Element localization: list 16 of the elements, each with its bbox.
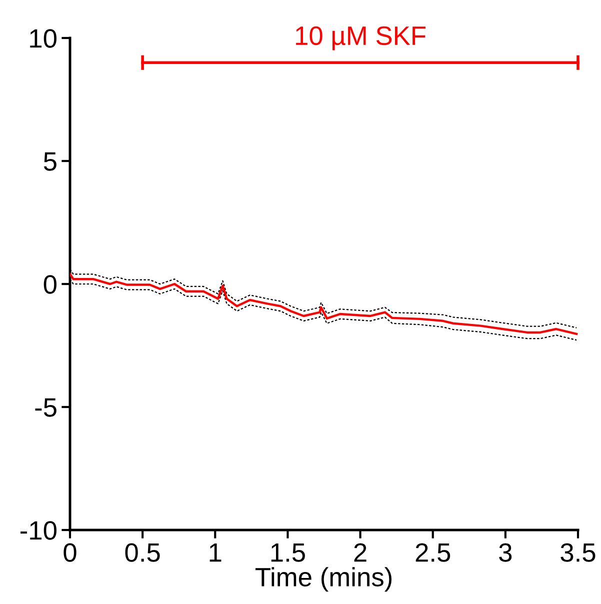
x-tick-label: 2.5	[416, 543, 450, 562]
y-tick-label: -5	[35, 398, 56, 417]
y-tick-label: 0	[44, 275, 56, 294]
y-tick-label: 5	[44, 152, 56, 171]
x-axis-title: Time (mins)	[255, 567, 392, 592]
y-tick-label: -10	[20, 521, 56, 540]
x-tick-label: 0.5	[125, 543, 160, 562]
x-tick-label: 2	[354, 543, 366, 562]
x-tick-label: 1	[210, 543, 222, 562]
x-tick-label: 3	[499, 543, 512, 562]
x-tick-label: 3.5	[560, 543, 596, 562]
series-label: 10 µM SKF	[296, 26, 426, 50]
x-tick-label: 0	[64, 543, 76, 562]
line-series	[70, 273, 578, 336]
y-tick-label: 10	[30, 29, 56, 48]
x-tick-label: 1.5	[271, 543, 305, 562]
